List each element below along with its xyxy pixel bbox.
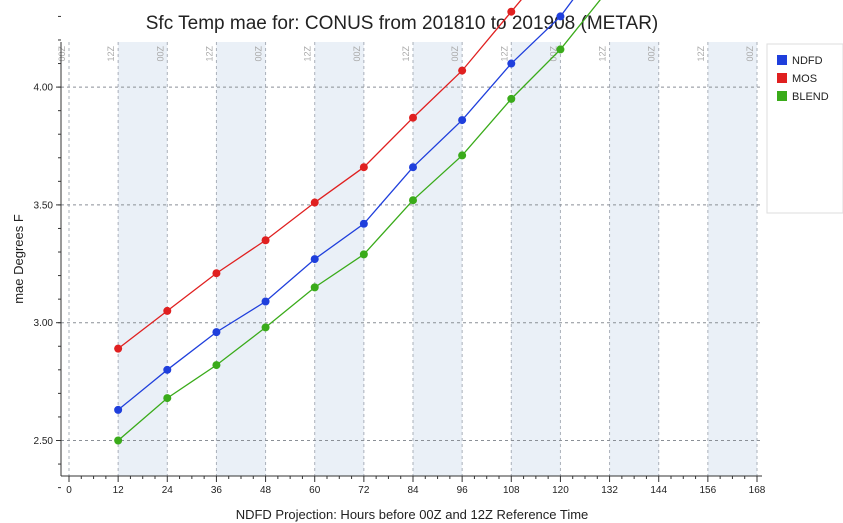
- x-tick-label: 0: [66, 485, 72, 496]
- band-label: 00Z: [352, 46, 362, 62]
- data-point-ndfd: [114, 405, 123, 414]
- data-point-mos: [507, 7, 516, 16]
- data-point-mos: [212, 269, 221, 278]
- data-point-ndfd: [310, 255, 319, 264]
- series-line-ndfd: [117, 0, 574, 411]
- band-label: 12Z: [303, 46, 313, 62]
- band-label: 12Z: [204, 46, 214, 62]
- data-point-blend: [409, 196, 417, 205]
- band-label: 00Z: [450, 46, 460, 62]
- legend-label-mos: MOS: [792, 73, 817, 85]
- data-point-blend: [507, 94, 516, 103]
- data-point-ndfd: [212, 328, 221, 337]
- chart-title: Sfc Temp mae for: CONUS from 201810 to 2…: [146, 13, 659, 34]
- data-point-mos: [163, 306, 172, 315]
- x-tick-label: 120: [552, 485, 569, 496]
- y-tick-label: 4.00: [34, 83, 54, 94]
- legend-box: [766, 43, 843, 214]
- series-layer: [114, 0, 601, 445]
- shaded-bands: [118, 42, 757, 476]
- x-tick-label: 132: [601, 485, 618, 496]
- data-point-ndfd: [359, 219, 368, 228]
- band-label: 00Z: [647, 46, 657, 62]
- legend-swatch-mos: [777, 73, 787, 83]
- band-label: 12Z: [499, 46, 509, 62]
- data-point-ndfd: [261, 297, 270, 306]
- x-tick-label: 156: [700, 485, 717, 496]
- y-axis-label: mae Degrees F: [11, 214, 26, 304]
- data-point-blend: [212, 361, 221, 370]
- x-tick-label: 60: [309, 485, 321, 496]
- y-tick-label: 2.50: [34, 436, 54, 447]
- data-point-blend: [163, 394, 172, 403]
- legend-label-blend: BLEND: [792, 91, 829, 103]
- data-point-mos: [359, 163, 368, 172]
- gridlines: 00Z 12Z 00Z 12Z 00Z 12Z 00Z 12Z 00Z 12Z 00Z 12Z 00Z 1…: [57, 42, 762, 476]
- data-point-blend: [556, 45, 565, 54]
- data-point-mos: [458, 66, 467, 75]
- band-label: 00Z: [548, 46, 558, 62]
- data-point-mos: [310, 198, 319, 207]
- data-point-ndfd: [163, 365, 172, 374]
- shade-band: [216, 42, 266, 476]
- data-point-mos: [261, 236, 270, 245]
- data-point-ndfd: [507, 59, 516, 68]
- x-tick-label: 12: [113, 485, 125, 496]
- y-tick-label: 3.00: [34, 318, 54, 329]
- band-label: 12Z: [106, 46, 116, 62]
- x-tick-label: 24: [162, 485, 174, 496]
- shade-band: [118, 42, 168, 476]
- legend: NDFD MOS BLEND: [766, 43, 843, 214]
- axes: 2.503.003.504.004.505.005.50012243648607…: [34, 15, 766, 496]
- x-tick-label: 144: [650, 485, 667, 496]
- x-tick-label: 108: [503, 485, 520, 496]
- shade-band: [413, 42, 463, 476]
- y-tick-label: 3.50: [34, 200, 54, 211]
- shade-band: [511, 42, 561, 476]
- data-point-blend: [310, 283, 319, 292]
- data-point-blend: [261, 323, 270, 332]
- band-label: 00Z: [745, 46, 755, 62]
- legend-swatch-ndfd: [777, 55, 787, 65]
- shade-band: [609, 42, 659, 476]
- x-tick-label: 72: [358, 485, 370, 496]
- x-tick-label: 48: [260, 485, 272, 496]
- shade-band: [314, 42, 364, 476]
- band-label: 12Z: [696, 46, 706, 62]
- band-label: 12Z: [401, 46, 411, 62]
- legend-swatch-blend: [777, 91, 787, 101]
- data-point-ndfd: [556, 12, 565, 21]
- x-tick-label: 36: [211, 485, 223, 496]
- x-axis-label: NDFD Projection: Hours before 00Z and 12…: [236, 507, 589, 522]
- data-point-ndfd: [458, 116, 467, 125]
- band-label: 00Z: [254, 46, 264, 62]
- series-line-mos: [117, 0, 522, 350]
- series-line-blend: [117, 0, 601, 441]
- legend-label-ndfd: NDFD: [792, 55, 823, 67]
- data-point-mos: [114, 344, 123, 353]
- x-tick-label: 96: [457, 485, 469, 496]
- x-tick-label: 84: [407, 485, 419, 496]
- x-tick-label: 168: [749, 485, 766, 496]
- band-label: 12Z: [598, 46, 608, 62]
- band-label: 00Z: [57, 46, 67, 62]
- band-label: 00Z: [155, 46, 165, 62]
- data-point-blend: [359, 250, 368, 259]
- data-point-blend: [114, 436, 123, 445]
- data-point-ndfd: [409, 163, 417, 172]
- data-point-mos: [409, 113, 417, 122]
- data-point-blend: [458, 151, 467, 160]
- shade-band: [707, 42, 757, 476]
